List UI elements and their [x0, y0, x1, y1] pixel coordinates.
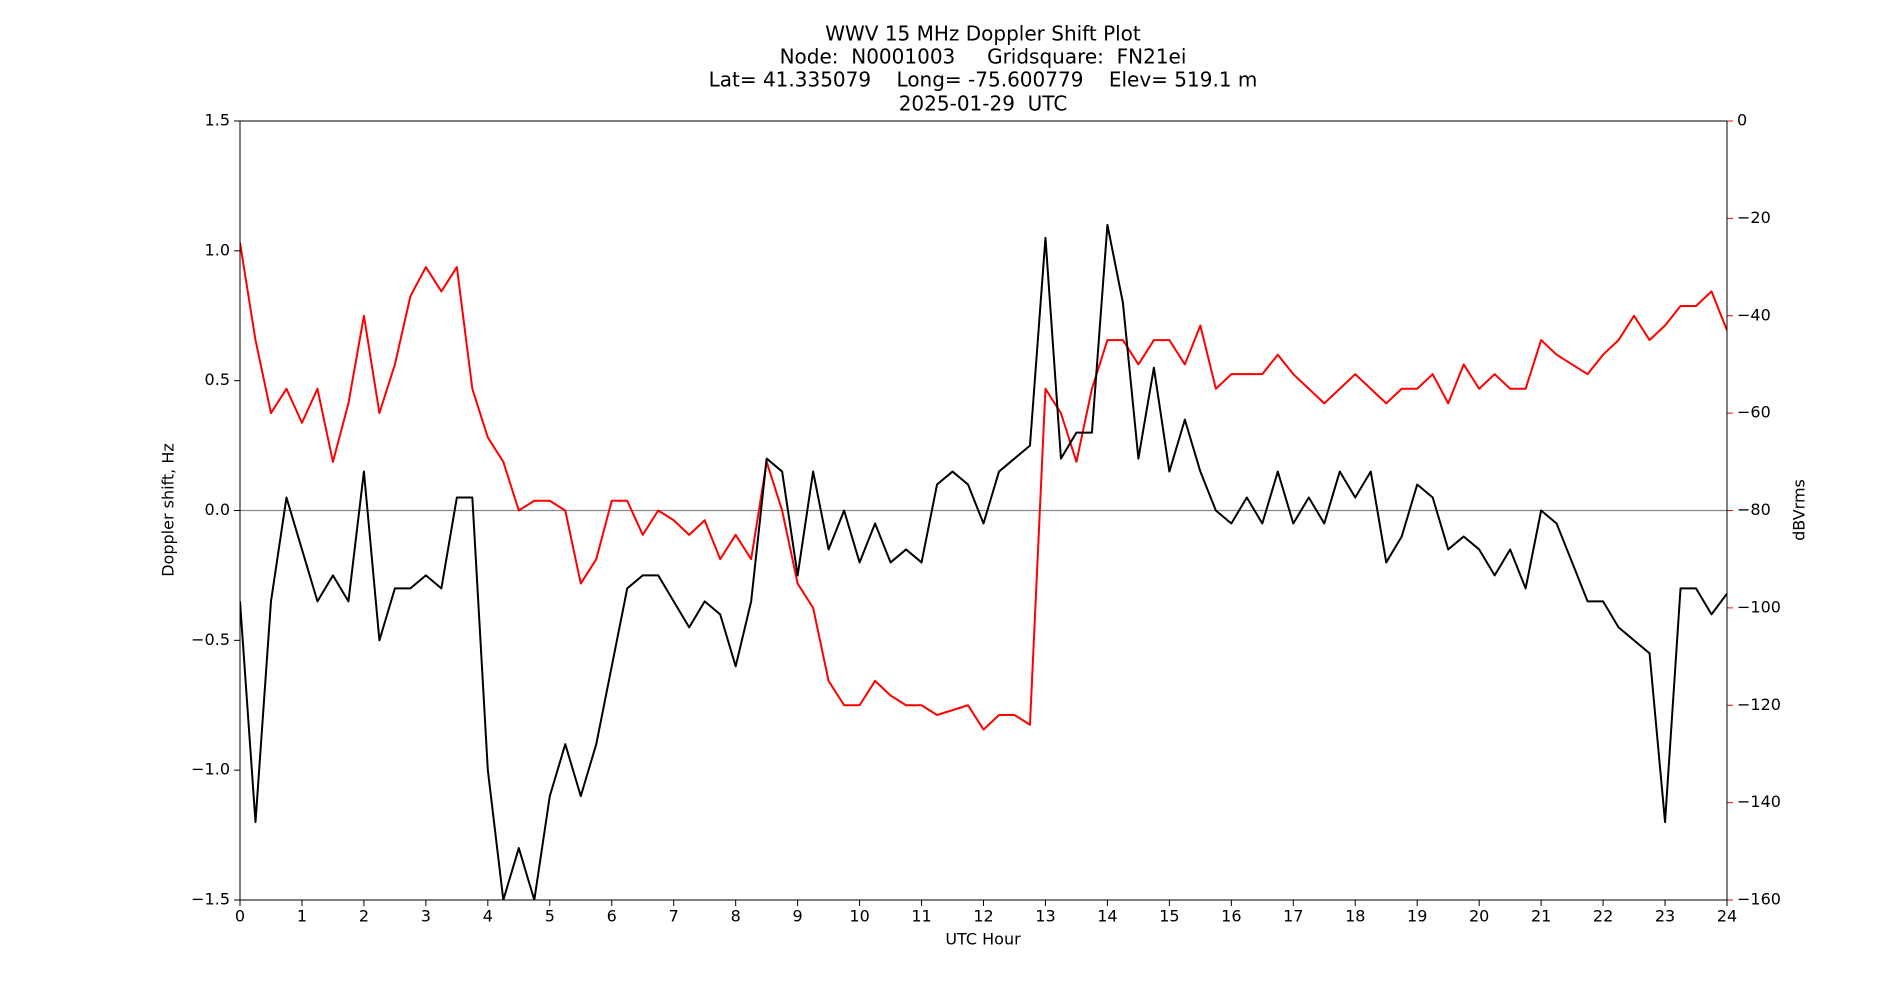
y-tick-label: 1.5 — [205, 111, 230, 130]
x-axis-label: UTC Hour — [945, 930, 1021, 949]
x-tick-label: 0 — [235, 907, 245, 926]
x-tick-label: 13 — [1035, 907, 1055, 926]
y-tick-label: −1.5 — [191, 890, 230, 909]
x-tick-label: 10 — [849, 907, 869, 926]
x-tick-label: 4 — [483, 907, 493, 926]
x-tick-label: 17 — [1283, 907, 1303, 926]
series-line — [240, 223, 1727, 900]
axes-frame — [239, 120, 1728, 901]
y-tick-label: −1.0 — [191, 760, 230, 779]
x-tick-label: 20 — [1469, 907, 1489, 926]
x-tick-label: 7 — [669, 907, 679, 926]
x-tick-label: 11 — [911, 907, 931, 926]
y2-tick-label: 0 — [1737, 111, 1747, 130]
y-tick-label: 0.5 — [205, 370, 230, 389]
x-tick-label: 23 — [1655, 907, 1675, 926]
y-tick-label: 1.0 — [205, 240, 230, 259]
x-tick-label: 21 — [1531, 907, 1551, 926]
x-tick-label: 2 — [359, 907, 369, 926]
y2-tick-label: −100 — [1737, 597, 1781, 616]
y2-tick-label: −60 — [1737, 403, 1771, 422]
x-tick-label: 12 — [973, 907, 993, 926]
x-tick-label: 5 — [545, 907, 555, 926]
y-tick-label: −0.5 — [191, 630, 230, 649]
x-tick-label: 24 — [1717, 907, 1737, 926]
y2-tick-label: −40 — [1737, 305, 1771, 324]
x-tick-label: 9 — [793, 907, 803, 926]
y2-tick-label: −120 — [1737, 695, 1781, 714]
y-tick-label: 0.0 — [205, 500, 230, 519]
chart-title: WWV 15 MHz Doppler Shift Plot — [825, 22, 1141, 46]
x-tick-label: 19 — [1407, 907, 1427, 926]
x-tick-label: 18 — [1345, 907, 1365, 926]
x-tick-label: 1 — [297, 907, 307, 926]
plot-area — [240, 223, 1727, 900]
series-line — [240, 242, 1727, 731]
x-tick-label: 22 — [1593, 907, 1613, 926]
x-tick-label: 15 — [1159, 907, 1179, 926]
subtitle: Lat= 41.335079 Long= -75.600779 Elev= 51… — [709, 68, 1258, 92]
y2-axis-label: dBVrms — [1790, 479, 1809, 541]
y-axis-label: Doppler shift, Hz — [159, 443, 178, 577]
subtitle: Node: N0001003 Gridsquare: FN21ei — [780, 45, 1187, 69]
y2-tick-label: −160 — [1737, 890, 1781, 909]
x-tick-label: 16 — [1221, 907, 1241, 926]
subtitle: 2025-01-29 UTC — [899, 92, 1068, 116]
y2-tick-label: −140 — [1737, 792, 1781, 811]
x-tick-label: 6 — [607, 907, 617, 926]
x-tick-label: 14 — [1097, 907, 1117, 926]
x-tick-label: 8 — [731, 907, 741, 926]
x-tick-label: 3 — [421, 907, 431, 926]
y2-tick-label: −80 — [1737, 500, 1771, 519]
y2-tick-label: −20 — [1737, 208, 1771, 227]
